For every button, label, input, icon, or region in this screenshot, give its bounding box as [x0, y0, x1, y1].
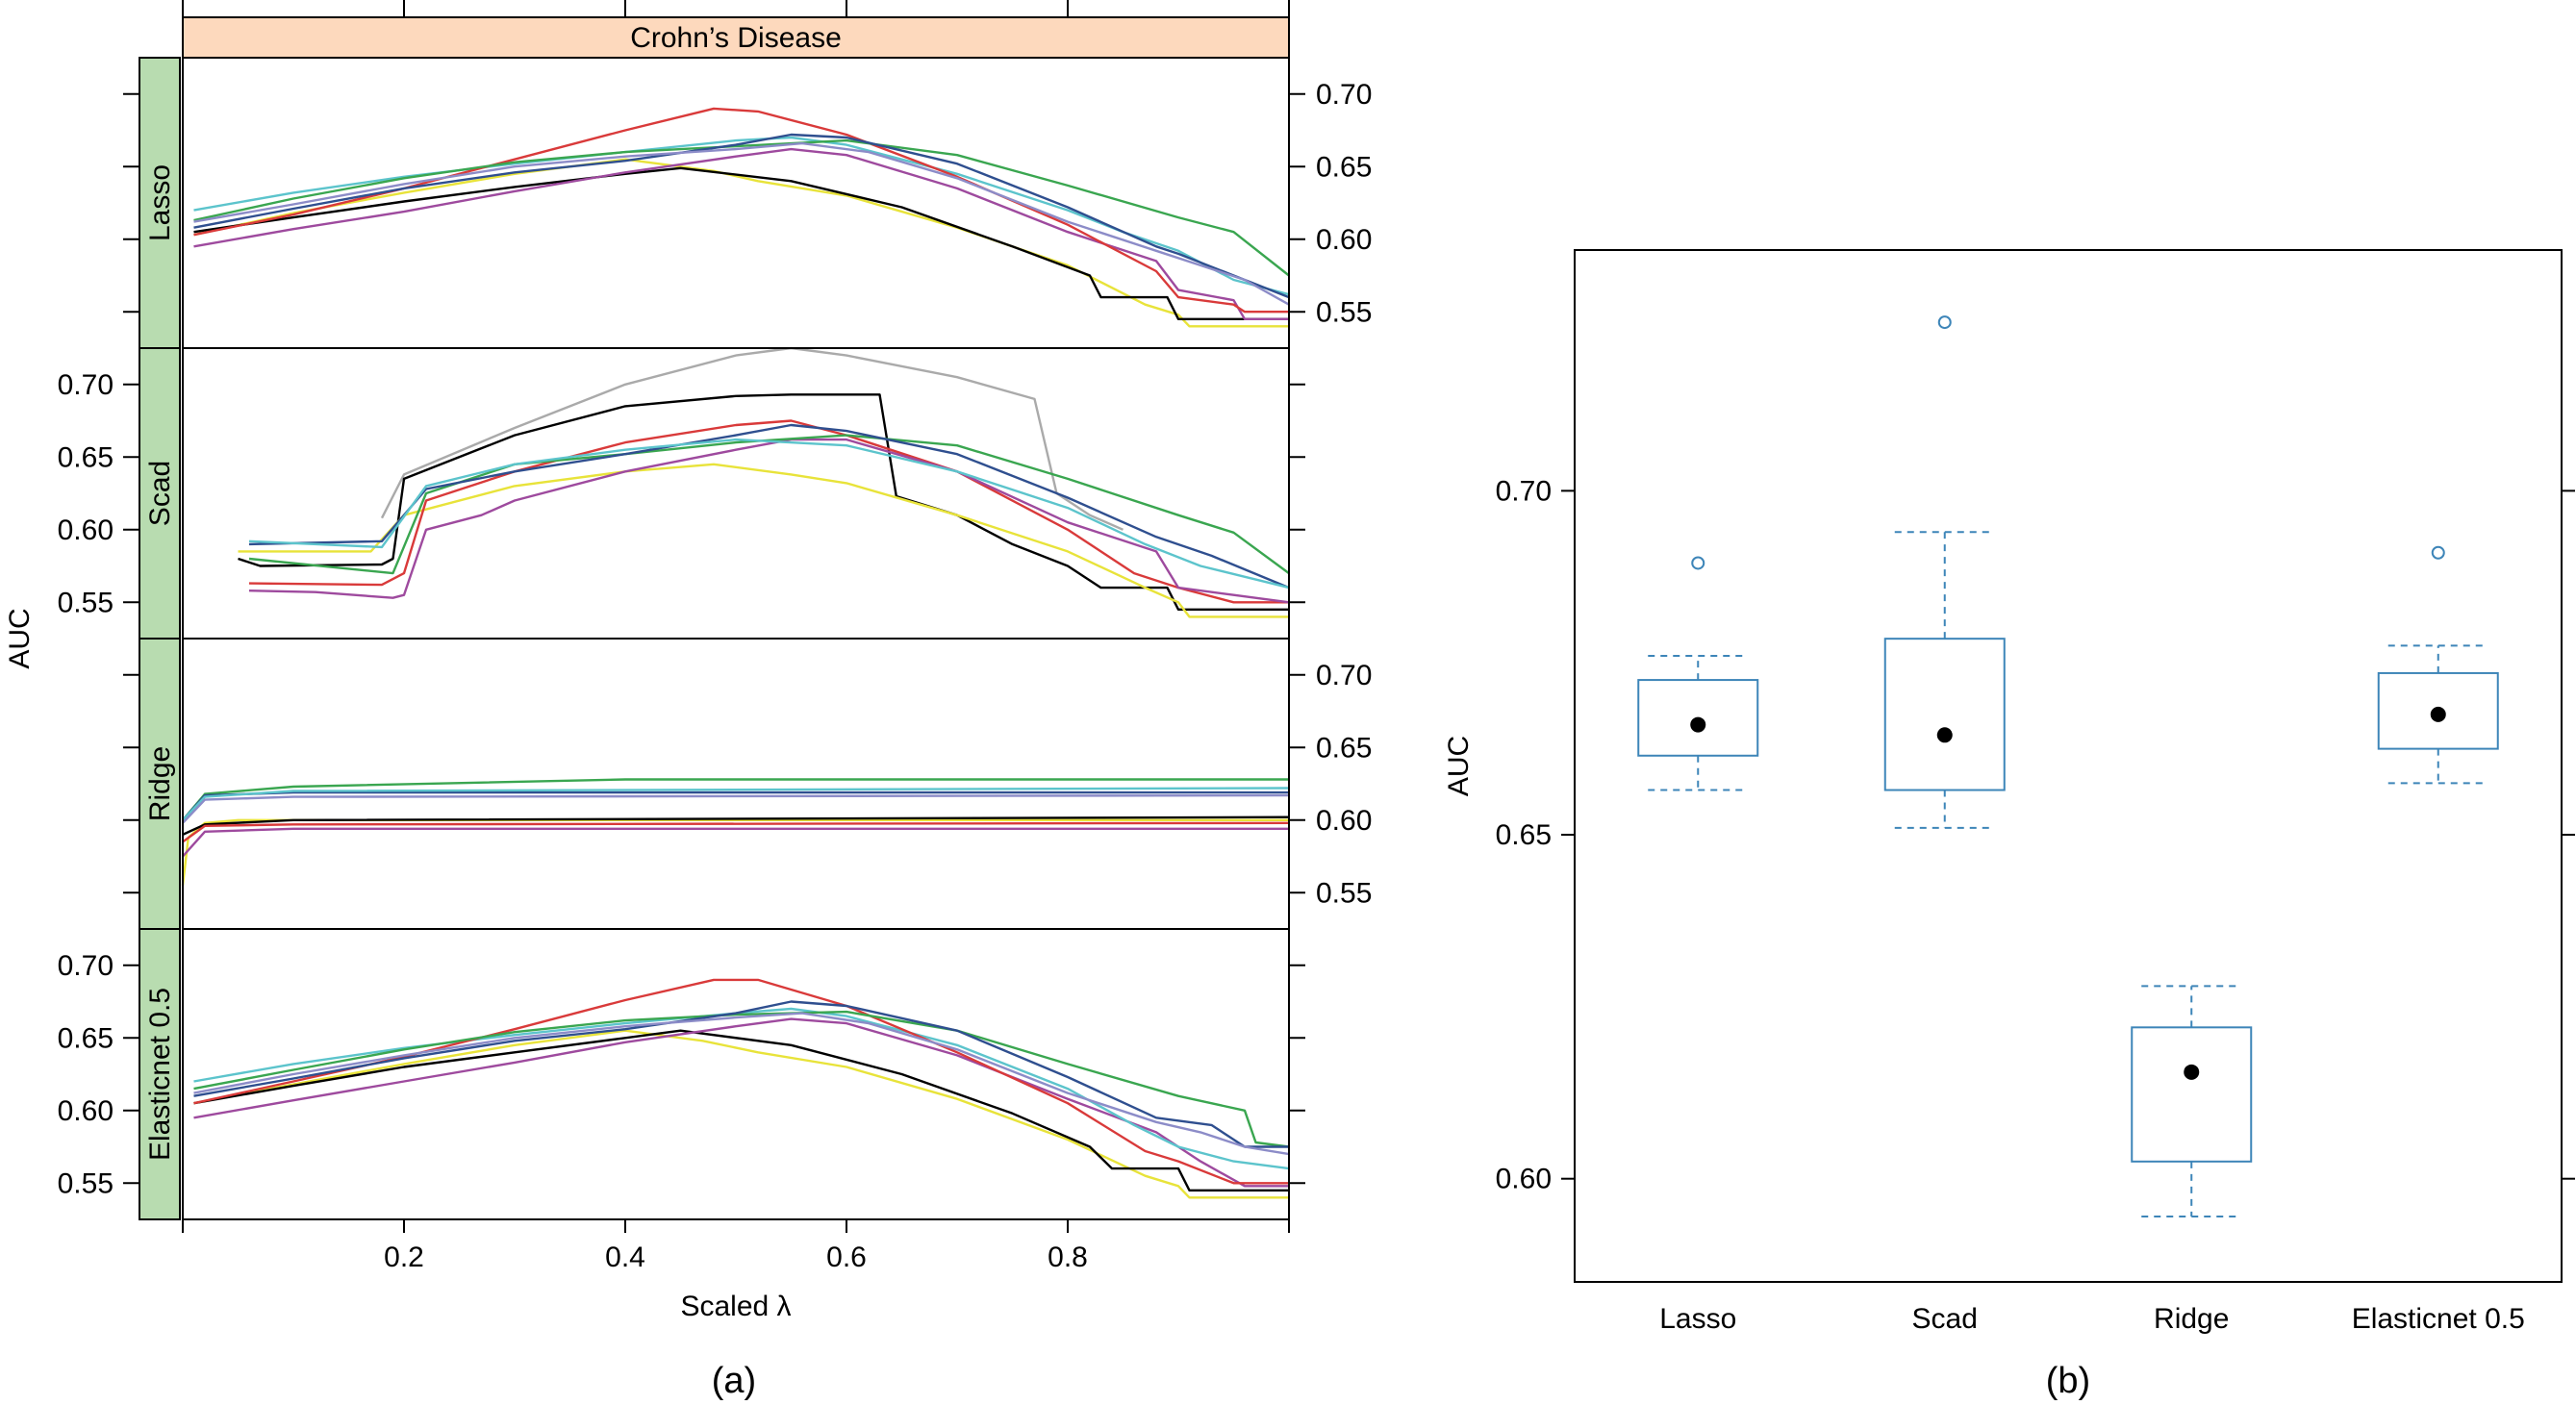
y-tick-label: 0.55: [58, 1167, 114, 1199]
box-elasticnet-0-5: [2377, 545, 2499, 785]
facet-label: Scad: [144, 461, 176, 526]
y-tick-label: 0.70: [1316, 79, 1372, 111]
y-tick-label: 0.65: [1316, 151, 1372, 183]
y-tick-label: 0.60: [58, 1095, 114, 1127]
box-plot-chart: 0.60 0.65 0.70 AUC Lasso Scad Ridge Elasticnet …: [1443, 249, 2575, 1335]
y-tick-label: 0.65: [1316, 732, 1372, 764]
x-category-label: Ridge: [2154, 1303, 2229, 1335]
y-tick-label: 0.55: [58, 587, 114, 618]
series-line: [193, 1029, 1289, 1199]
series-line: [182, 821, 1290, 843]
series-line: [193, 1029, 1289, 1192]
series-line: [380, 346, 1124, 531]
strip-title: Crohn’s Disease: [630, 22, 842, 54]
x-category-label: Elasticnet 0.5: [2352, 1303, 2525, 1335]
series-line: [182, 778, 1289, 821]
series-line: [248, 419, 1289, 604]
y-tick-label: 0.55: [1316, 296, 1372, 328]
box-ridge: [2131, 985, 2253, 1218]
x-tick-label: 0.2: [384, 1242, 424, 1273]
series-line: [193, 133, 1290, 299]
median-point: [2184, 1064, 2200, 1080]
series-line: [248, 434, 1290, 575]
series-line: [193, 1017, 1289, 1188]
y-tick-label: 0.60: [1316, 224, 1372, 256]
series-line: [193, 147, 1289, 320]
outlier-point: [1937, 315, 1952, 330]
facet-label: Elasticnet 0.5: [144, 988, 176, 1161]
series-line: [193, 1000, 1289, 1148]
lattice-line-chart: Crohn’s DiseaseLasso0.550.600.650.70Scad…: [4, 0, 1372, 1322]
series-line: [193, 1010, 1290, 1148]
outlier-point: [2431, 545, 2445, 560]
median-point: [1936, 727, 1953, 743]
y-tick-label: 0.70: [1496, 475, 1552, 507]
facet-ridge: Ridge 0.55 0.60 0.65 0.70: [123, 638, 1372, 930]
panel-b-caption: (b): [2046, 1361, 2090, 1401]
series-line: [193, 1012, 1290, 1156]
facet-lasso: Lasso 0.55 0.60 0.65 0.70: [123, 57, 1372, 349]
y-tick-label: 0.60: [1316, 805, 1372, 837]
box-scad: [1883, 315, 2006, 829]
y-tick-label: 0.70: [58, 369, 114, 401]
x-tick-label: 0.6: [826, 1242, 867, 1273]
y-axis-label: AUC: [1443, 736, 1475, 796]
facet-label: Lasso: [144, 164, 176, 241]
facet-frame: [182, 638, 1290, 930]
box-iqr: [1883, 638, 2006, 791]
series-line: [193, 136, 1290, 296]
facet-strip: [139, 347, 181, 640]
panel-a-caption: (a): [712, 1361, 756, 1401]
x-tick-label: 0.4: [605, 1242, 645, 1273]
y-tick-label: 0.65: [1496, 819, 1552, 851]
y-tick-label: 0.70: [58, 950, 114, 982]
x-axis-label: Scaled λ: [680, 1291, 791, 1322]
series-line: [238, 393, 1289, 611]
series-line: [193, 158, 1289, 328]
series-line: [182, 827, 1289, 858]
series-line: [182, 815, 1290, 836]
strip-title-bar: [182, 16, 1290, 59]
facet-label: Ridge: [144, 746, 176, 821]
outlier-point: [1691, 556, 1705, 570]
x-category-label: Scad: [1912, 1303, 1978, 1335]
x-tick-label: 0.8: [1048, 1242, 1088, 1273]
y-tick-label: 0.65: [58, 441, 114, 473]
y-tick-label: 0.55: [1316, 877, 1372, 909]
box-iqr: [2131, 1026, 2253, 1163]
median-point: [1690, 716, 1706, 733]
facet-frame: [182, 928, 1290, 1220]
y-tick-label: 0.60: [1496, 1164, 1552, 1195]
facet-elasticnet-0-5: Elasticnet 0.5 0.55 0.60 0.65 0.70: [58, 928, 1305, 1220]
series-line: [193, 141, 1290, 306]
facet-scad: Scad 0.55 0.60 0.65 0.70: [58, 346, 1305, 640]
series-line: [182, 787, 1290, 821]
series-line: [182, 793, 1290, 824]
y-tick-label: 0.70: [1316, 660, 1372, 691]
series-line: [248, 438, 1290, 604]
y-axis-label: AUC: [4, 608, 36, 668]
y-tick-label: 0.60: [58, 514, 114, 546]
box-lasso: [1637, 556, 1759, 791]
x-category-label: Lasso: [1659, 1303, 1736, 1335]
median-point: [2430, 706, 2446, 722]
series-line: [193, 166, 1289, 320]
plot-frame: [1574, 249, 2563, 1283]
series-line: [248, 438, 1290, 590]
y-tick-label: 0.65: [58, 1022, 114, 1054]
series-line: [248, 423, 1290, 590]
